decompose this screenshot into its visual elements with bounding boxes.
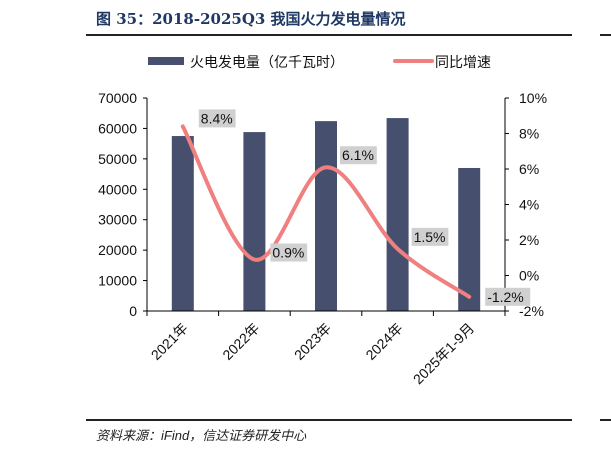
right-tick-label: 8% (519, 126, 539, 142)
bar-0 (171, 136, 194, 311)
right-tick-label: 2% (519, 232, 539, 248)
left-tick-label: 60000 (98, 120, 137, 136)
left-tick-label: 10000 (98, 273, 137, 289)
data-label-4: -1.2% (487, 289, 524, 305)
bar-2 (315, 121, 337, 311)
right-tick-label: 0% (519, 268, 539, 284)
x-tick-label: 2025年1-9月 (410, 320, 477, 387)
bottom-rule-right (600, 419, 611, 421)
left-tick-label: 40000 (98, 181, 137, 197)
data-label-3: 1.5% (414, 229, 446, 245)
x-tick-label: 2023年 (291, 320, 334, 363)
x-tick-label: 2022年 (219, 320, 262, 363)
data-label-bg-4 (485, 287, 531, 306)
growth-line (180, 124, 472, 299)
bar-4 (458, 167, 481, 311)
right-tick-label: 10% (519, 90, 547, 106)
left-tick-label: 20000 (98, 242, 137, 258)
data-label-bg-3 (411, 227, 449, 246)
left-tick-label: 50000 (98, 151, 137, 167)
right-tick-label: 6% (519, 161, 539, 177)
source-note: 资料来源：iFind，信达证券研发中心 (96, 428, 307, 443)
data-label-2: 6.1% (342, 147, 374, 163)
data-label-bg-0 (198, 109, 236, 128)
right-tick-label: 4% (519, 197, 539, 213)
data-label-bg-1 (270, 243, 308, 262)
data-label-0: 8.4% (201, 110, 233, 126)
figure-title: 图 35：2018-2025Q3 我国火力发电量情况 (96, 10, 406, 28)
legend-line-label: 同比增速 (435, 54, 491, 70)
bottom-rule (86, 419, 572, 421)
data-label-bg-2 (340, 146, 377, 165)
legend-bar-label: 火电发电量（亿千瓦时） (190, 54, 344, 70)
x-tick-label: 2024年 (362, 320, 405, 363)
left-tick-label: 30000 (98, 212, 137, 228)
top-rule (86, 34, 572, 36)
left-tick-label: 0 (129, 303, 137, 319)
right-tick-label: -2% (519, 303, 544, 319)
legend-bar-swatch (148, 57, 184, 65)
bar-1 (243, 132, 266, 311)
data-label-1: 0.9% (272, 245, 304, 261)
x-tick-label: 2021年 (148, 320, 191, 363)
left-tick-label: 70000 (98, 90, 137, 106)
top-rule-right (600, 34, 611, 36)
bar-3 (386, 118, 409, 311)
